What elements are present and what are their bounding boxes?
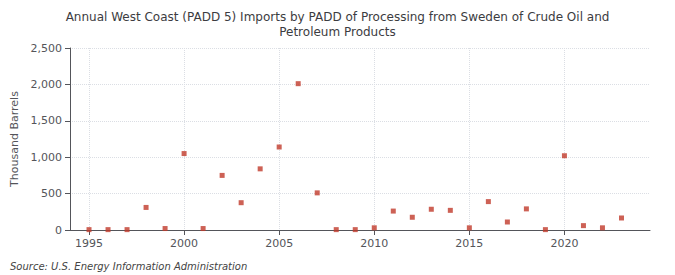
svg-text:2005: 2005	[265, 237, 293, 250]
svg-text:2015: 2015	[455, 237, 483, 250]
svg-text:2020: 2020	[550, 237, 578, 250]
svg-text:500: 500	[41, 187, 62, 200]
svg-text:1,500: 1,500	[31, 114, 63, 127]
svg-text:2,500: 2,500	[31, 42, 63, 55]
svg-text:2000: 2000	[170, 237, 198, 250]
svg-text:Petroleum Products: Petroleum Products	[279, 25, 396, 39]
svg-text:Source: U.S. Energy Informatio: Source: U.S. Energy Information Administ…	[10, 261, 247, 272]
svg-text:0: 0	[55, 224, 62, 237]
svg-text:1,000: 1,000	[31, 151, 63, 164]
svg-text:2,000: 2,000	[31, 78, 63, 91]
svg-text:Annual West Coast (PADD 5) Imp: Annual West Coast (PADD 5) Imports by PA…	[66, 10, 610, 24]
svg-text:1995: 1995	[75, 237, 103, 250]
svg-text:2010: 2010	[360, 237, 388, 250]
svg-text:Thousand Barrels: Thousand Barrels	[8, 91, 21, 188]
